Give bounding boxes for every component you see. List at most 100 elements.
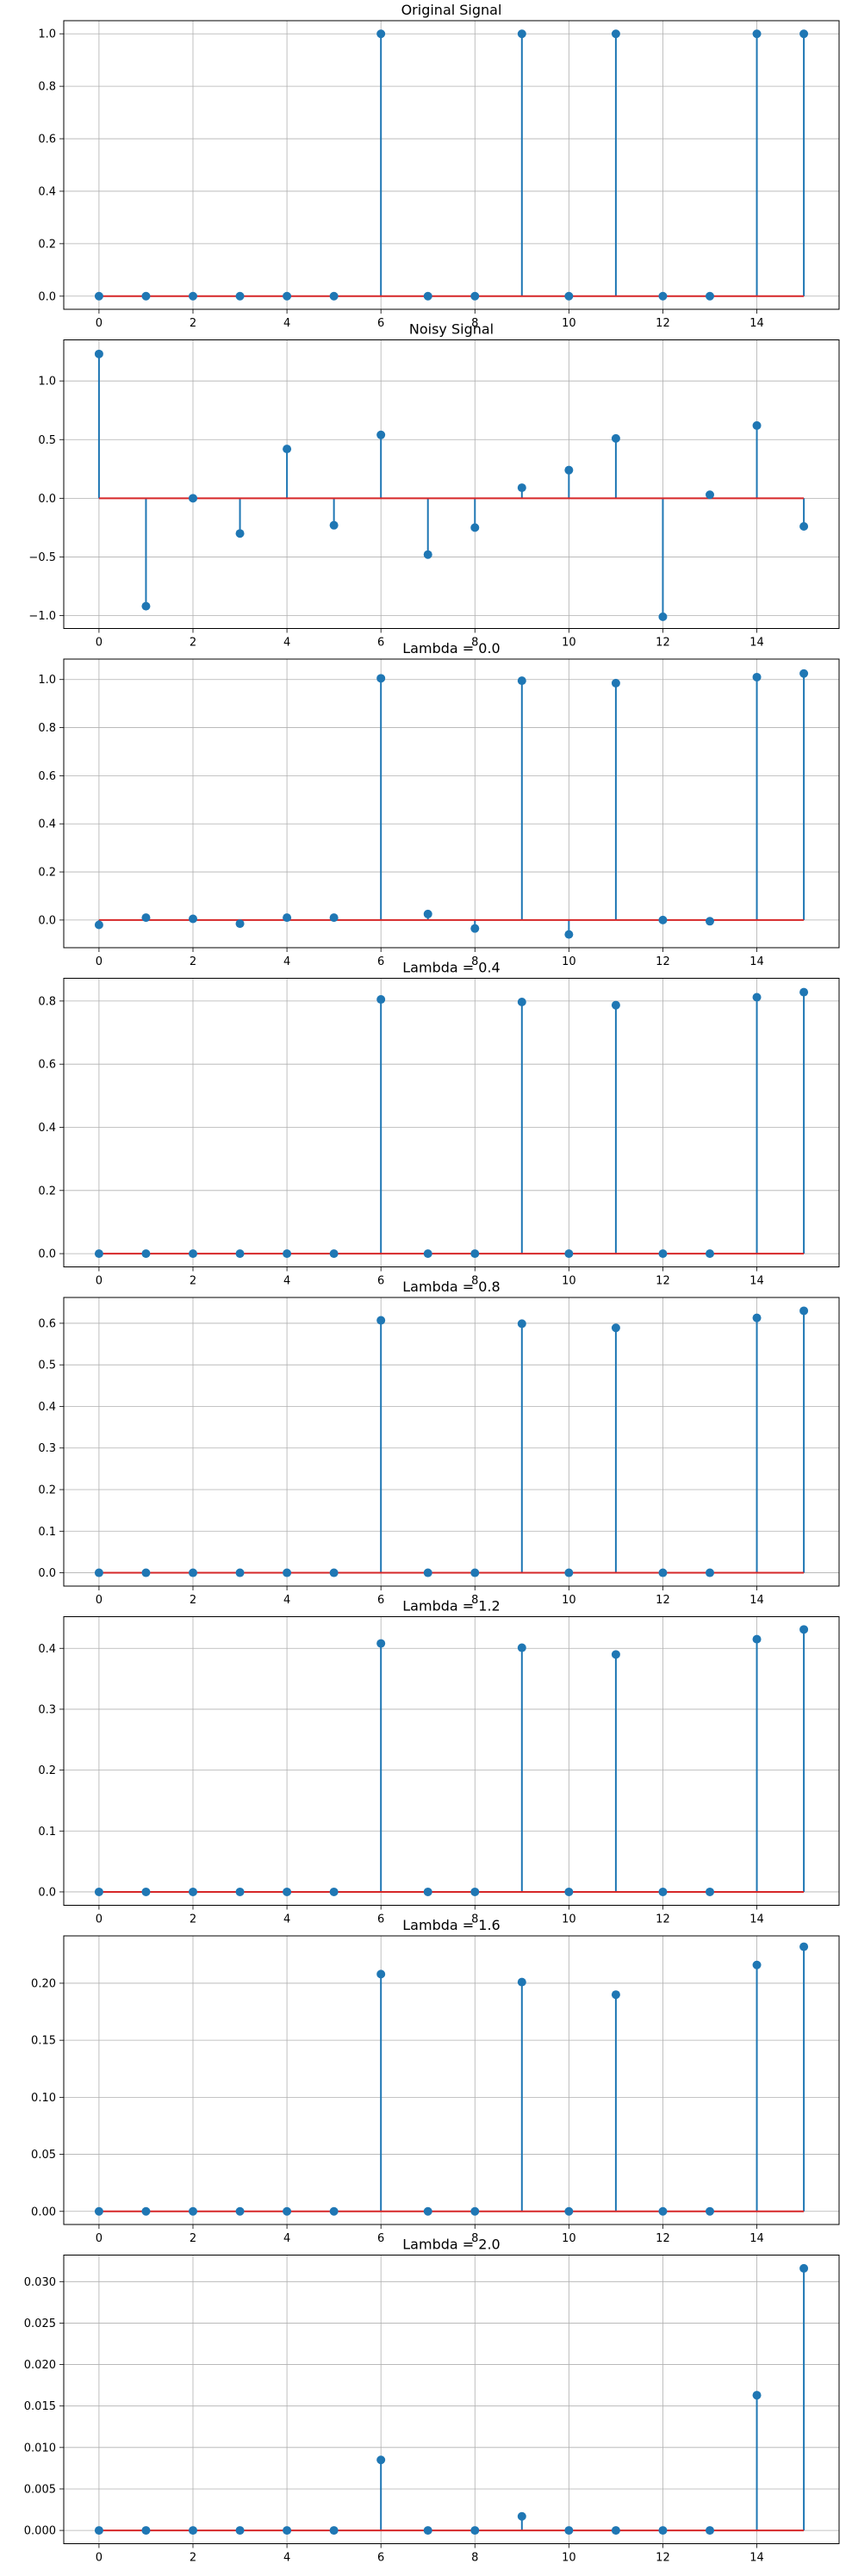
x-tick-label: 0 xyxy=(96,1275,103,1288)
y-tick-label: 0.030 xyxy=(24,2276,56,2289)
y-tick-label: 0.05 xyxy=(31,2149,56,2162)
y-tick-label: 0.0 xyxy=(38,290,56,303)
x-tick-label: 0 xyxy=(96,1594,103,1607)
stem-marker xyxy=(611,2526,620,2536)
stem-marker xyxy=(564,1887,574,1896)
subplot-3: 0 2 4 6 8 10 12 14 0.0 0.2 0.4 0.6 0.8 1.0 Lambda = 0.… xyxy=(38,640,840,968)
stem-marker xyxy=(189,494,197,503)
x-tick-label: 0 xyxy=(96,637,103,650)
stem-marker xyxy=(752,1960,762,1969)
stem-marker xyxy=(329,2206,339,2216)
x-tick-label: 4 xyxy=(283,2552,290,2565)
stem-marker xyxy=(329,291,339,301)
stem-marker xyxy=(189,1568,197,1577)
stem-marker xyxy=(94,349,103,358)
stem-marker xyxy=(706,490,714,500)
y-tick-label: 0.1 xyxy=(38,1826,56,1839)
x-tick-label: 8 xyxy=(471,955,478,968)
x-tick-label: 2 xyxy=(190,955,196,968)
stem-marker xyxy=(470,1887,480,1896)
y-tick-label: 0.2 xyxy=(38,1185,56,1198)
stem-marker xyxy=(470,1249,480,1259)
x-tick-label: 8 xyxy=(471,1594,478,1607)
stem-marker xyxy=(94,1887,103,1896)
stem-marker xyxy=(94,2526,103,2536)
chart-title: Lambda = 1.2 xyxy=(402,1598,500,1615)
y-tick-label: 0.2 xyxy=(38,238,56,251)
y-tick-label: 0.4 xyxy=(38,185,56,198)
stem-marker xyxy=(235,529,245,538)
x-tick-label: 14 xyxy=(749,317,764,330)
x-tick-label: 12 xyxy=(656,1275,670,1288)
stem-marker xyxy=(235,1249,245,1259)
y-tick-label: 0.6 xyxy=(38,1317,56,1330)
x-tick-label: 0 xyxy=(96,955,103,968)
stem-marker xyxy=(752,2391,762,2400)
x-tick-label: 4 xyxy=(283,1594,290,1607)
y-tick-label: 1.0 xyxy=(38,28,56,41)
y-tick-label: 0.15 xyxy=(31,2035,56,2048)
stem-marker xyxy=(141,291,151,301)
stem-marker xyxy=(235,2526,245,2536)
stem-marker xyxy=(799,2263,809,2273)
stem-marker xyxy=(141,1249,151,1259)
stem-marker xyxy=(706,1887,714,1896)
x-tick-label: 2 xyxy=(190,2552,196,2565)
subplot-1: 0 2 4 6 8 10 12 14 0.0 0.2 0.4 0.6 0.8 1.0 Original Si… xyxy=(38,2,840,330)
stem-marker xyxy=(658,915,668,924)
subplot-5: 0 2 4 6 8 10 12 14 0.0 0.1 0.2 0.3 0.4 0.5 0.6 Lambda =… xyxy=(38,1279,840,1607)
stem-marker xyxy=(283,2526,292,2536)
axes-frame xyxy=(63,2255,840,2544)
y-tick-label: 0.000 xyxy=(24,2525,56,2538)
stem-marker xyxy=(611,1650,620,1659)
stem-marker xyxy=(94,2206,103,2216)
y-tick-label: 1.0 xyxy=(38,376,56,389)
stem-marker xyxy=(141,913,151,923)
stem-marker xyxy=(706,291,714,301)
stem-marker xyxy=(706,2526,714,2536)
axes-frame xyxy=(63,339,840,629)
stem-marker xyxy=(564,1568,574,1577)
chart-title: Original Signal xyxy=(401,2,502,18)
y-tick-label: 0.1 xyxy=(38,1526,56,1539)
stem-marker xyxy=(329,1887,339,1896)
stem-marker xyxy=(517,1977,526,1987)
stem-marker xyxy=(376,29,386,39)
stem-marker xyxy=(752,29,762,39)
stem-marker xyxy=(189,2206,197,2216)
x-tick-label: 4 xyxy=(283,955,290,968)
axes-frame xyxy=(63,1616,840,1906)
stem-marker xyxy=(235,1568,245,1577)
stem-marker xyxy=(423,1249,432,1259)
x-tick-label: 6 xyxy=(377,955,384,968)
stem-marker xyxy=(611,433,620,443)
stem-marker xyxy=(470,2206,480,2216)
stem-marker xyxy=(94,920,103,930)
y-tick-label: 0.6 xyxy=(38,134,56,146)
chart-title: Lambda = 0.8 xyxy=(402,1279,500,1295)
stem-marker xyxy=(376,2455,386,2465)
x-tick-label: 10 xyxy=(562,1275,576,1288)
y-tick-label: 0.00 xyxy=(31,2206,56,2218)
x-tick-label: 6 xyxy=(377,317,384,330)
x-tick-label: 14 xyxy=(749,2552,764,2565)
x-tick-label: 2 xyxy=(190,2232,196,2245)
stem-marker xyxy=(376,1639,386,1648)
stem-marker xyxy=(799,1625,809,1634)
y-tick-label: 0.6 xyxy=(38,770,56,783)
x-tick-label: 14 xyxy=(749,2232,764,2245)
x-tick-label: 0 xyxy=(96,2232,103,2245)
x-tick-label: 12 xyxy=(656,955,670,968)
x-tick-label: 8 xyxy=(471,2552,478,2565)
y-tick-label: 0.5 xyxy=(38,1360,56,1372)
x-tick-label: 0 xyxy=(96,1913,103,1926)
stem-marker xyxy=(189,1249,197,1259)
stem-marker xyxy=(611,29,620,39)
subplot-4: 0 2 4 6 8 10 12 14 0.0 0.2 0.4 0.6 0.8 Lambda = 0.4 xyxy=(38,960,840,1288)
y-tick-label: 0.2 xyxy=(38,1484,56,1497)
x-tick-label: 12 xyxy=(656,1913,670,1926)
x-tick-label: 12 xyxy=(656,1594,670,1607)
stem-marker xyxy=(376,430,386,439)
stem-marker xyxy=(470,291,480,301)
stem-marker xyxy=(564,291,574,301)
